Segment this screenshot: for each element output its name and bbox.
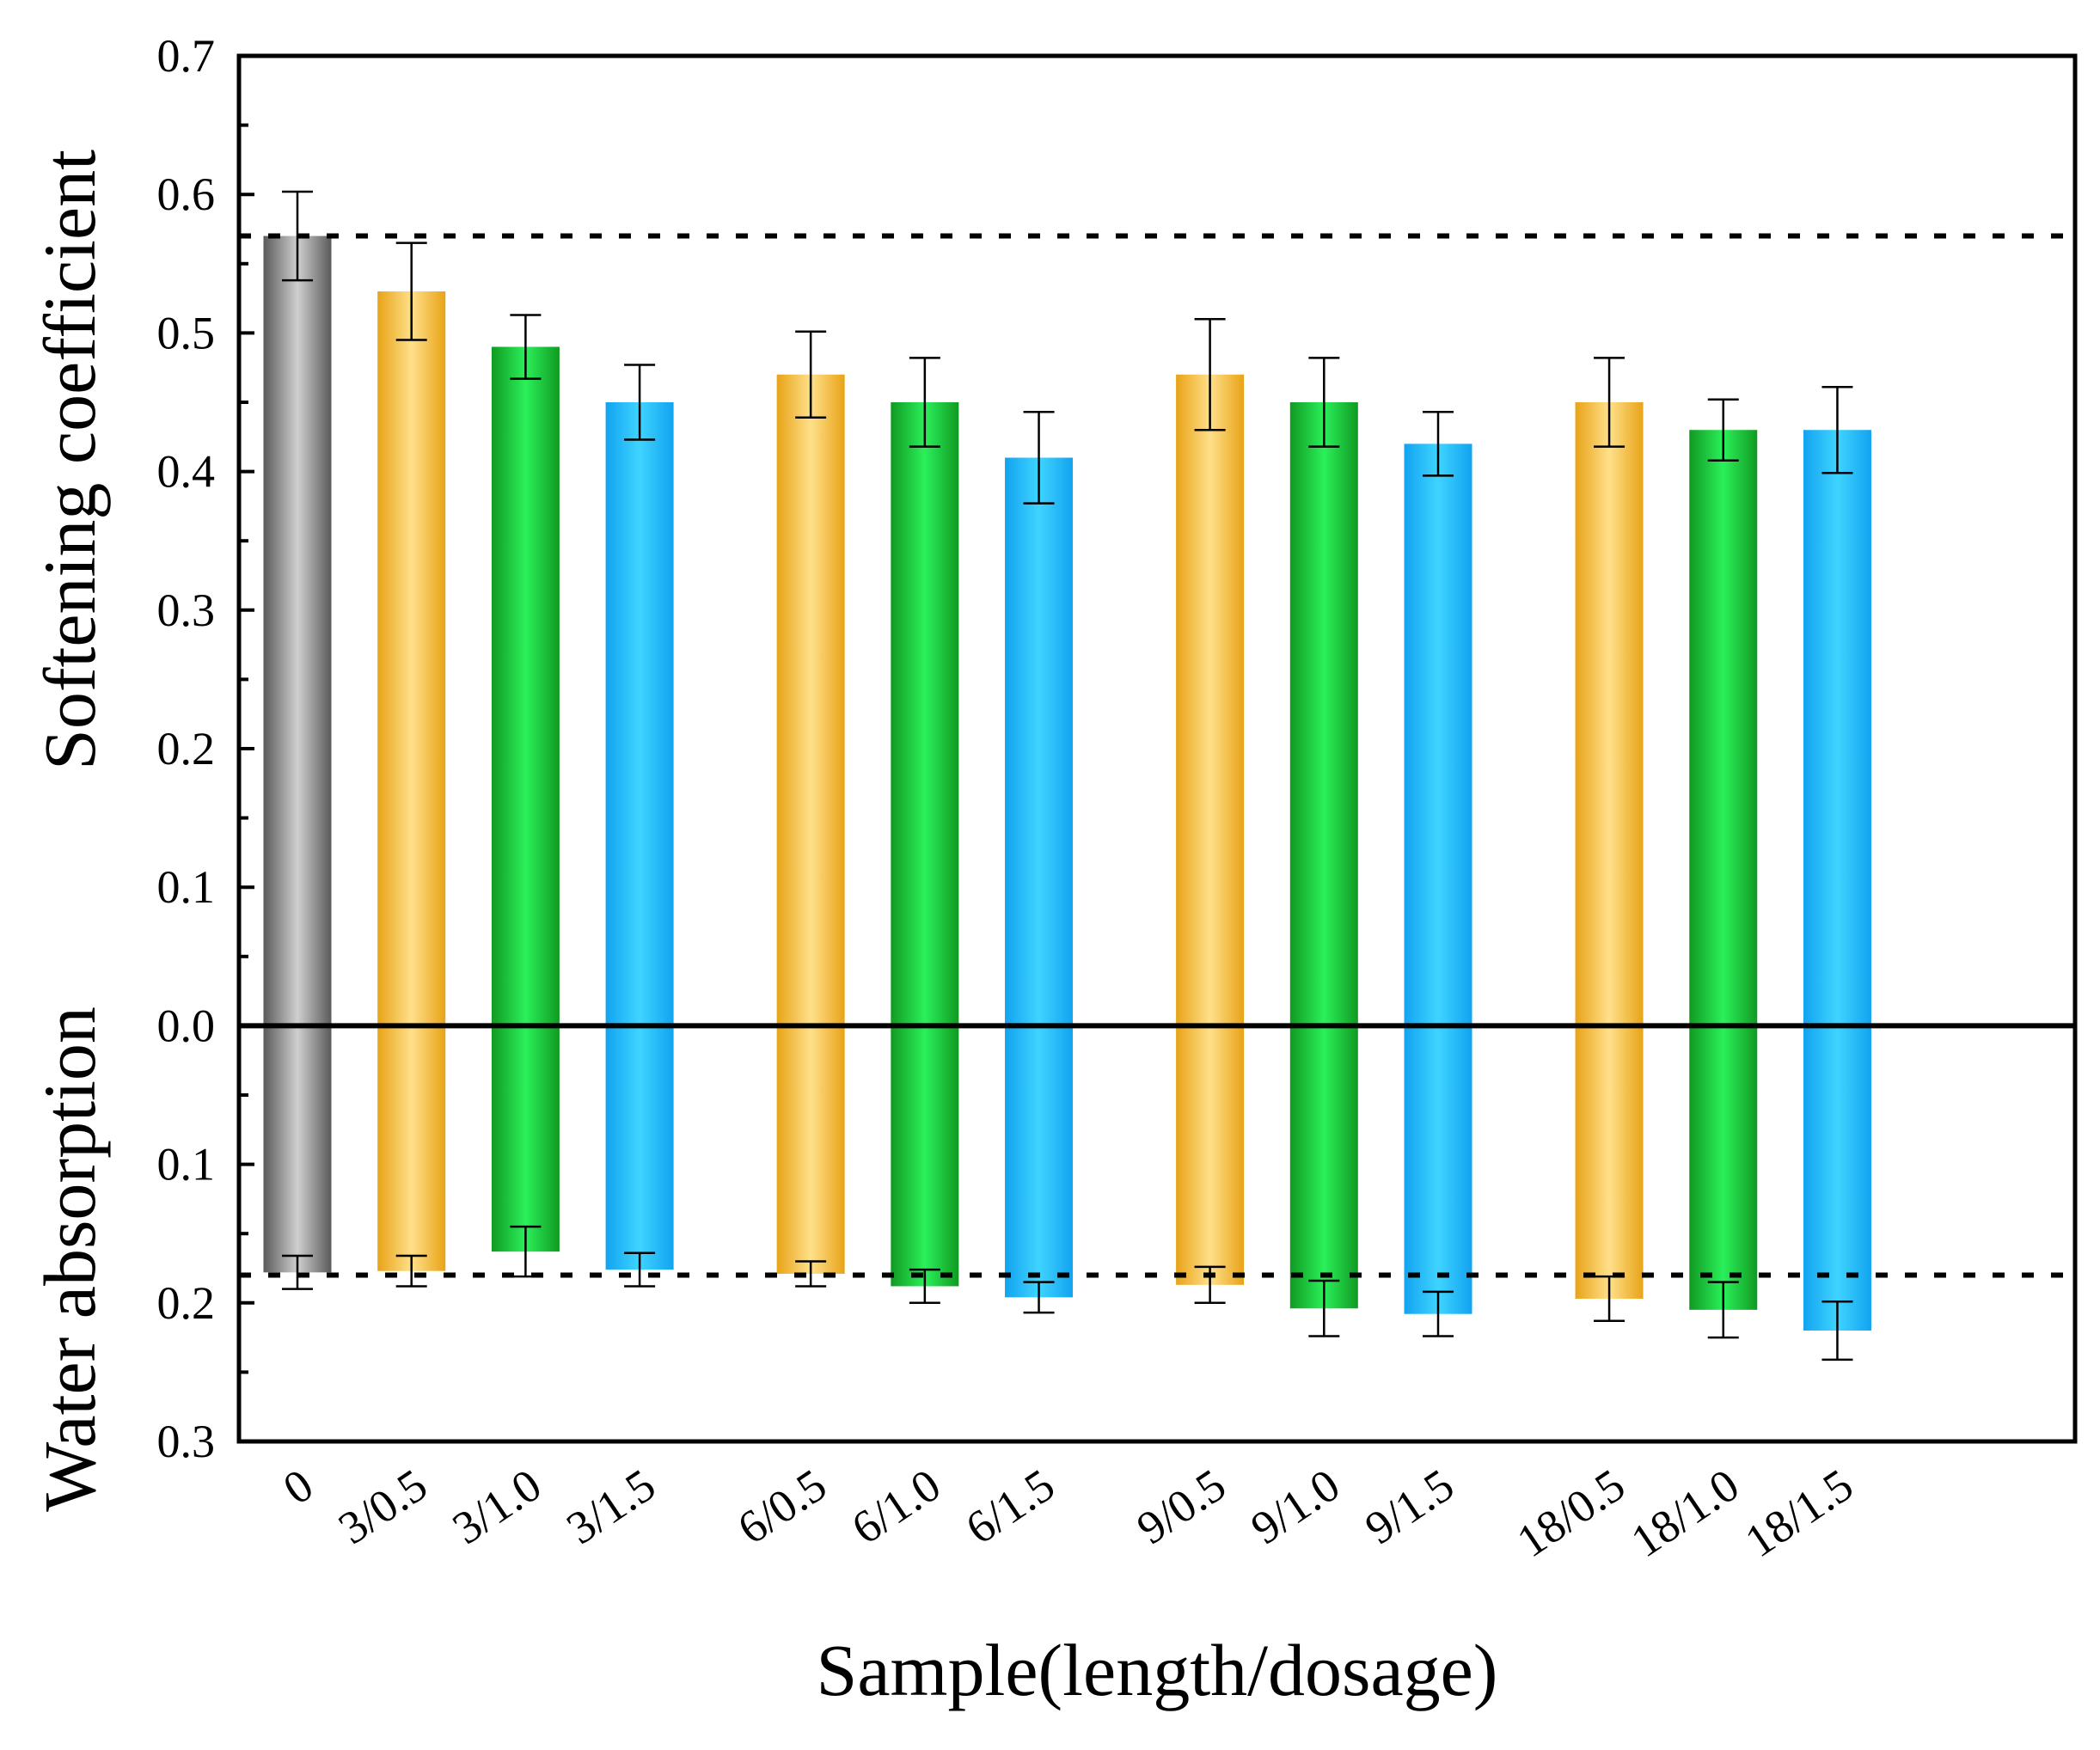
error-bar-softening-3/0.5 xyxy=(395,242,427,341)
error-bar-water-18/1.5 xyxy=(1821,1300,1853,1361)
bar-water-9/1.0 xyxy=(1289,1025,1358,1309)
error-bar-water-3/1.0 xyxy=(510,1225,542,1278)
x-tick-label: 0 xyxy=(274,1459,322,1514)
error-bar-water-3/1.5 xyxy=(624,1251,656,1288)
error-bar-softening-6/1.0 xyxy=(909,357,940,448)
bar-water-3/1.5 xyxy=(605,1025,674,1270)
error-bar-water-0 xyxy=(282,1254,313,1290)
error-bar-softening-9/0.5 xyxy=(1194,318,1226,431)
x-tick-label: 18/1.5 xyxy=(1736,1459,1862,1567)
error-bar-softening-3/1.0 xyxy=(510,314,542,380)
y-tick-label: 0.1 xyxy=(157,1139,216,1190)
error-bar-softening-6/0.5 xyxy=(795,330,827,419)
x-axis-title: Sample(length/dosage) xyxy=(817,1629,1498,1711)
bar-water-18/1.5 xyxy=(1803,1025,1871,1331)
bar-softening-0 xyxy=(263,236,332,1026)
bar-softening-6/0.5 xyxy=(776,374,845,1026)
x-tick-label: 3/1.0 xyxy=(444,1459,550,1554)
error-bar-water-9/1.0 xyxy=(1308,1279,1340,1337)
y-axis-title-bottom: Water absorption xyxy=(28,1007,111,1512)
y-axis-ticks: 0.7 0.6 0.5 0.4 0.3 0.2 0.1 0.0 0.1 0.2 0.3 xyxy=(157,30,254,1467)
bar-softening-3/1.0 xyxy=(491,346,560,1026)
error-bar-softening-9/1.0 xyxy=(1308,357,1340,448)
x-tick-label: 6/1.5 xyxy=(957,1459,1063,1554)
x-tick-label: 18/1.0 xyxy=(1622,1459,1748,1567)
bar-water-6/1.0 xyxy=(891,1025,959,1287)
y-tick-label: 0.1 xyxy=(157,861,216,913)
bar-softening-3/0.5 xyxy=(377,291,446,1026)
error-bar-softening-3/1.5 xyxy=(624,364,656,441)
y-tick-label: 0.5 xyxy=(157,307,216,358)
error-bar-water-6/0.5 xyxy=(795,1260,827,1288)
error-bar-softening-18/1.0 xyxy=(1707,398,1739,462)
bar-softening-9/1.0 xyxy=(1289,402,1358,1026)
error-bar-water-9/0.5 xyxy=(1194,1265,1226,1305)
y-tick-label: 0.3 xyxy=(157,584,216,636)
bar-softening-9/0.5 xyxy=(1176,374,1245,1026)
x-tick-label: 3/0.5 xyxy=(329,1459,436,1554)
error-bar-water-6/1.5 xyxy=(1023,1281,1055,1314)
bar-softening-18/0.5 xyxy=(1575,402,1644,1026)
bar-water-9/0.5 xyxy=(1176,1025,1245,1285)
error-bar-water-9/1.5 xyxy=(1423,1290,1454,1337)
error-bar-water-18/0.5 xyxy=(1594,1275,1626,1323)
error-bar-water-6/1.0 xyxy=(909,1268,940,1305)
y-tick-label: 0.3 xyxy=(157,1416,216,1467)
bar-softening-9/1.5 xyxy=(1404,444,1472,1026)
x-tick-label: 9/1.0 xyxy=(1242,1459,1349,1554)
y-tick-label: 0.2 xyxy=(157,1277,216,1329)
reference-lines xyxy=(239,233,2075,1278)
error-bar-water-3/0.5 xyxy=(395,1254,427,1288)
y-axis-title-top: Softening coefficient xyxy=(28,150,111,770)
x-tick-label: 6/1.0 xyxy=(842,1459,949,1554)
error-bar-softening-18/1.5 xyxy=(1821,386,1853,474)
y-tick-label: 0.7 xyxy=(157,30,216,82)
bar-softening-18/1.5 xyxy=(1803,430,1871,1026)
error-bar-softening-9/1.5 xyxy=(1423,411,1454,477)
bar-water-3/0.5 xyxy=(377,1025,446,1271)
bar-softening-18/1.0 xyxy=(1689,430,1758,1026)
y-tick-label: 0.2 xyxy=(157,723,216,774)
error-bar-softening-18/0.5 xyxy=(1594,357,1626,448)
bar-softening-3/1.5 xyxy=(605,402,674,1026)
error-bar-softening-0 xyxy=(282,190,313,282)
bar-softening-6/1.5 xyxy=(1005,457,1074,1026)
error-bar-softening-6/1.5 xyxy=(1023,411,1055,505)
bar-softening-6/1.0 xyxy=(891,402,959,1026)
bars-layer xyxy=(263,236,1871,1331)
bar-water-18/1.0 xyxy=(1689,1025,1758,1310)
x-tick-label: 9/1.5 xyxy=(1356,1459,1462,1554)
error-bars xyxy=(282,190,1853,1361)
bar-water-3/1.0 xyxy=(491,1025,560,1252)
x-tick-label: 18/0.5 xyxy=(1508,1459,1634,1567)
bar-water-18/0.5 xyxy=(1575,1025,1644,1299)
bar-water-6/1.5 xyxy=(1005,1025,1074,1298)
bar-water-0 xyxy=(263,1025,332,1273)
error-bar-water-18/1.0 xyxy=(1707,1281,1739,1339)
x-tick-label: 6/0.5 xyxy=(729,1459,836,1554)
x-tick-label: 3/1.5 xyxy=(557,1459,664,1554)
y-tick-label: 0.4 xyxy=(157,446,216,498)
bar-water-9/1.5 xyxy=(1404,1025,1472,1314)
y-tick-label: 0.0 xyxy=(157,1000,216,1051)
x-tick-label: 9/0.5 xyxy=(1128,1459,1234,1554)
x-axis-categories: 0 3/0.5 3/1.0 3/1.5 6/0.5 6/1.0 6/1.5 9/0.5 9/1.… xyxy=(274,1459,1862,1567)
y-tick-label: 0.6 xyxy=(157,168,216,220)
bar-water-6/0.5 xyxy=(776,1025,845,1274)
